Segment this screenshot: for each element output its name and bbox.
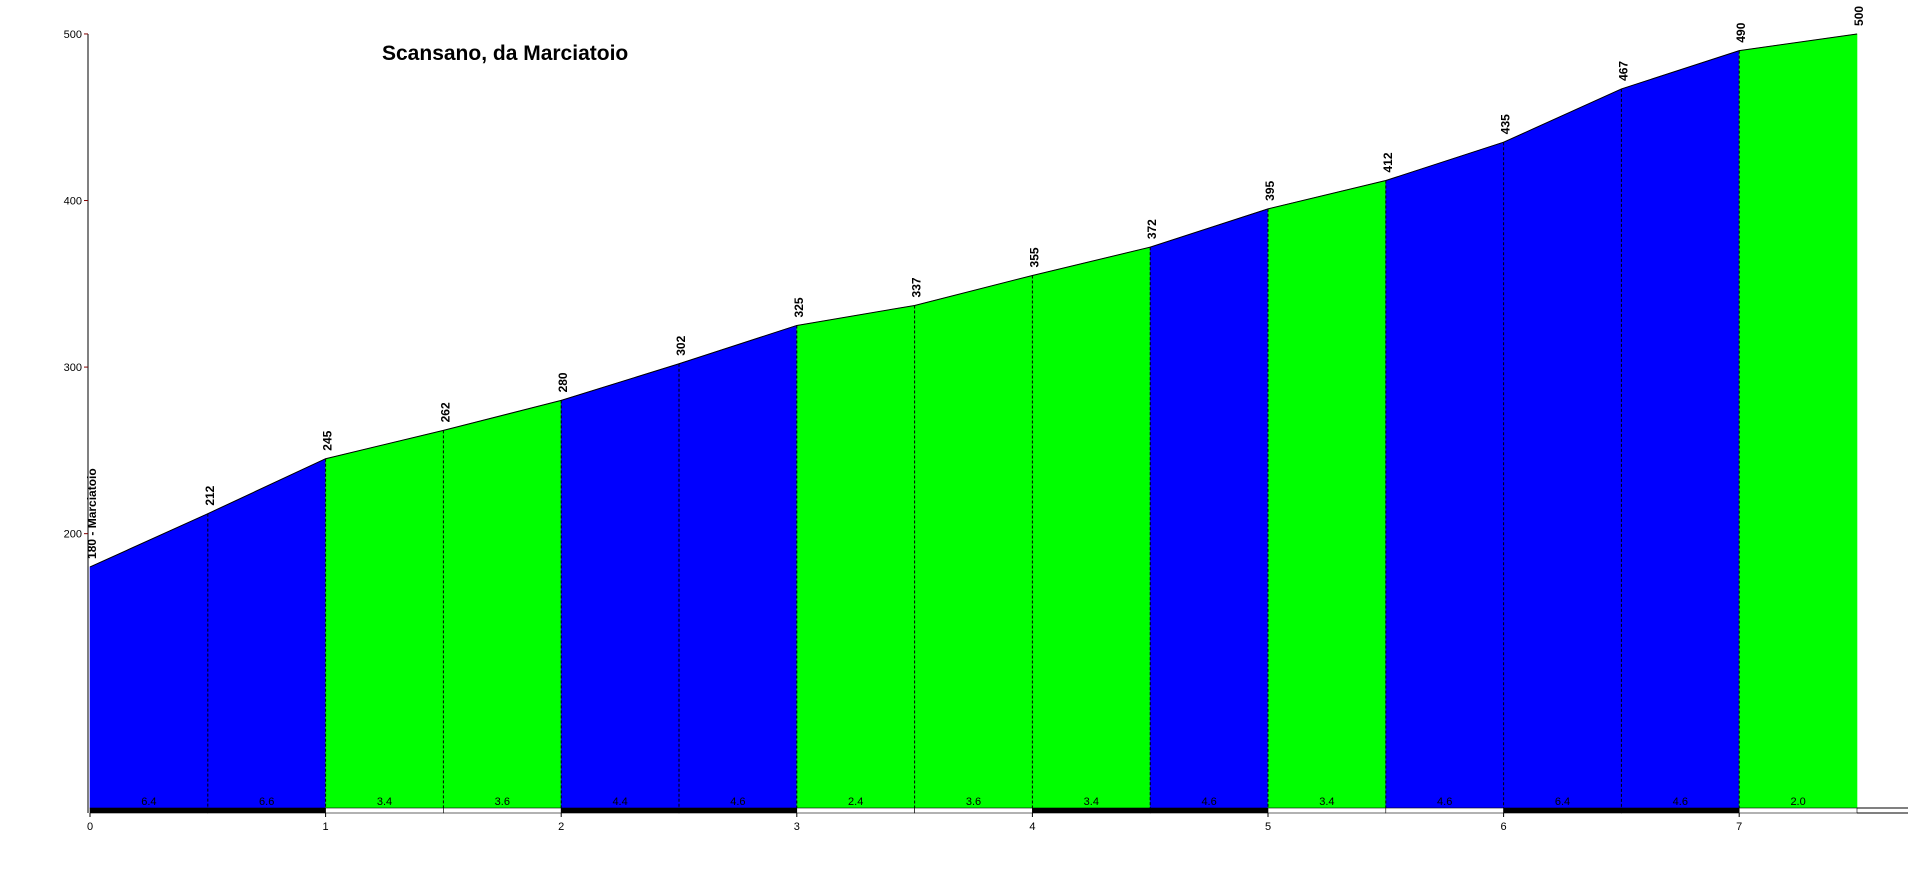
gradient-bar [1503,807,1622,814]
elevation-label: 412 [1381,152,1395,172]
y-tick-label: 300 [64,362,82,374]
gradient-bar [1032,807,1151,814]
segment-gradient-label: 3.6 [966,796,981,808]
elevation-label: 302 [674,335,688,355]
gradient-bar [325,807,444,814]
elevation-label: 467 [1616,61,1630,81]
segment-gradient-label: 3.4 [1084,796,1099,808]
segment-gradient-label: 6.4 [1555,796,1570,808]
segment-dividers [207,50,1740,808]
gradient-bar [796,807,915,814]
elevation-label: 262 [438,402,452,422]
elevation-label: 245 [321,430,335,450]
segment-gradient-label: 6.6 [259,796,274,808]
segment-gradient-label: 4.6 [1673,796,1688,808]
segment-gradient-label: 6.4 [141,796,156,808]
x-tick-label: 6 [1501,821,1507,833]
elevation-label: 372 [1145,219,1159,239]
elevation-label: 435 [1499,114,1513,134]
elevation-label: 355 [1027,247,1041,267]
elevation-label: 280 [556,372,570,392]
profile-line [89,33,1858,568]
profile-segment [325,430,444,809]
gradient-bar [1267,807,1387,814]
profile-segments [89,33,1858,809]
profile-segment [207,458,326,809]
x-tick-label: 7 [1736,821,1742,833]
elevation-label: 337 [910,277,924,297]
profile-outline [89,33,1858,568]
gradient-bar [914,807,1033,814]
y-tick-label: 200 [64,529,82,541]
profile-segment [1621,50,1740,809]
profile-segment [1503,88,1622,809]
segment-gradient-label: 4.6 [1201,796,1216,808]
segment-gradient-label: 3.6 [495,796,510,808]
profile-segment [914,275,1033,809]
elevation-labels: 6.4 6.6 3.4 3.6 4.4 4.6 2.4 3.6 3.4 4.6 3.4 4.6 6.4 4… [85,6,1866,808]
segment-gradient-label: 3.4 [377,796,392,808]
profile-segment [560,363,680,809]
gradient-bar [89,807,209,814]
profile-segment [1149,208,1269,809]
gradient-bar [560,807,680,814]
y-tick-label: 400 [64,196,82,208]
profile-segment [89,513,209,809]
segment-gradient-label: 4.4 [612,796,627,808]
elevation-label: 212 [203,485,217,505]
profile-segment [443,400,562,809]
segment-gradient-label: 3.4 [1319,796,1334,808]
profile-segment [796,305,915,809]
gradient-bar [443,807,562,814]
segment-gradient-label: 2.0 [1790,796,1805,808]
segment-gradient-label: 2.4 [848,796,863,808]
chart-title: Scansano, da Marciatoio [382,42,629,65]
gradient-bar [1621,807,1740,814]
gradient-bar [1385,807,1504,814]
y-tick-label: 500 [64,29,82,41]
elevation-label: 325 [792,297,806,317]
profile-segment [1267,180,1387,809]
profile-segment [1032,246,1151,809]
x-tick-label: 3 [794,821,800,833]
gradient-bar-strip [89,807,1858,814]
elevation-label: 490 [1734,22,1748,42]
segment-gradient-label: 4.6 [730,796,745,808]
gradient-bar [207,807,326,814]
x-tick-label: 0 [87,821,93,833]
x-tick-label: 1 [323,821,329,833]
profile-segment [1738,33,1858,809]
elevation-label: 500 [1852,6,1866,26]
x-tick-label: 4 [1029,821,1035,833]
x-tick-label: 2 [558,821,564,833]
gradient-bar [678,807,798,814]
axes: 200 300 400 500 0 1 2 3 4 5 6 7 [64,29,1908,833]
elevation-label: 395 [1263,181,1277,201]
profile-segment [1385,141,1504,809]
x-tick-label: 5 [1265,821,1271,833]
gradient-bar [1738,807,1858,814]
start-point-label: 180 - Marciatoio [85,468,99,559]
profile-segment [678,325,798,809]
segment-gradient-label: 4.6 [1437,796,1452,808]
gradient-bar [1149,807,1269,814]
